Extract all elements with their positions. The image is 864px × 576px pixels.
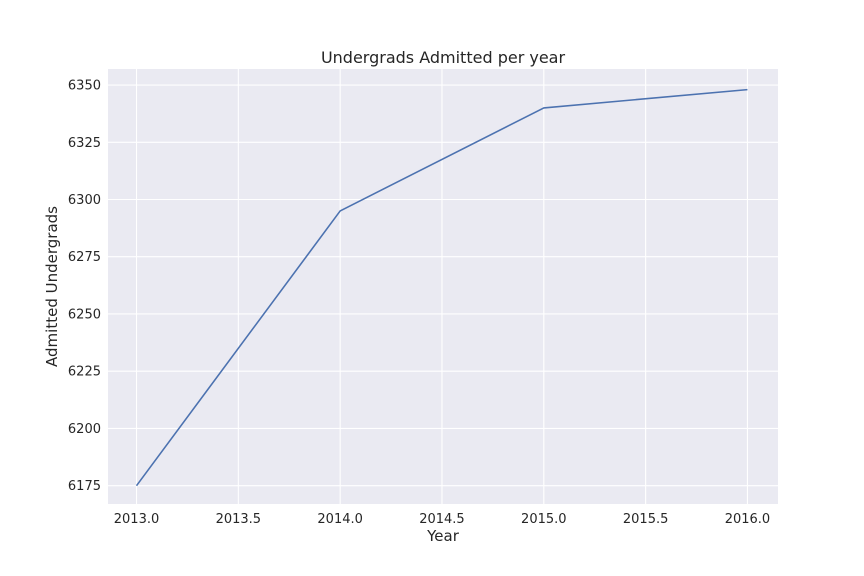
x-axis-ticks: 2013.0 2013.5 2014.0 2014.5 2015.0 2015.5 2016… — [114, 512, 770, 527]
y-tick-label: 6325 — [68, 136, 101, 151]
x-tick-label: 2016.0 — [725, 512, 771, 527]
x-tick-label: 2015.5 — [623, 512, 669, 527]
y-tick-label: 6300 — [68, 193, 101, 208]
grid-lines — [108, 69, 778, 504]
chart-title: Undergrads Admitted per year — [321, 48, 566, 67]
y-tick-label: 6350 — [68, 79, 101, 94]
y-tick-label: 6200 — [68, 422, 101, 437]
x-tick-label: 2015.0 — [521, 512, 567, 527]
series-layer — [135, 88, 748, 487]
x-tick-label: 2014.5 — [419, 512, 465, 527]
y-tick-label: 6175 — [68, 479, 101, 494]
plot-area — [108, 69, 778, 504]
y-tick-label: 6250 — [68, 307, 101, 322]
x-tick-label: 2014.0 — [317, 512, 363, 527]
y-tick-label: 6275 — [68, 250, 101, 265]
y-axis-title: Admitted Undergrads — [43, 206, 61, 367]
x-axis-title: Year — [426, 527, 460, 545]
series-line — [135, 88, 748, 487]
y-tick-label: 6225 — [68, 365, 101, 380]
y-axis-ticks: 6175 6200 6225 6250 6275 6300 6325 6350 — [68, 79, 101, 495]
x-tick-label: 2013.0 — [114, 512, 160, 527]
x-tick-label: 2013.5 — [216, 512, 262, 527]
